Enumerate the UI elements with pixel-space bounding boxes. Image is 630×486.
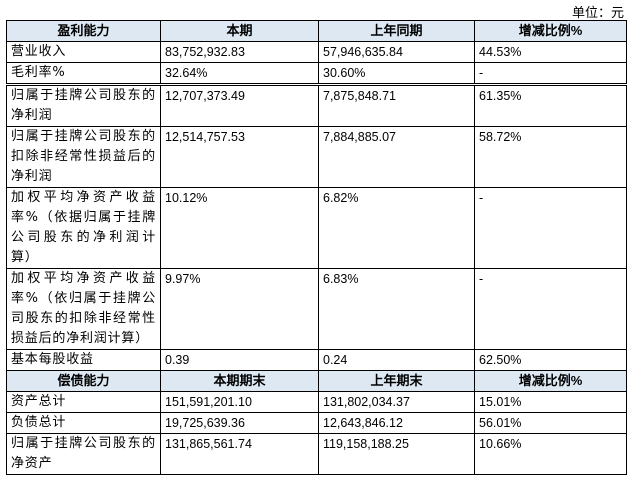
cell: 44.53% [474, 41, 627, 63]
cell: 0.24 [318, 349, 475, 371]
cell: 119,158,188.25 [318, 433, 475, 475]
cell: 6.83% [318, 268, 475, 350]
cell: 9.97% [160, 268, 319, 350]
cell: 7,884,885.07 [318, 126, 475, 188]
header-cell: 偿债能力 [6, 370, 161, 392]
financial-table: 盈利能力 本期 上年同期 增减比例% 营业收入 83,752,932.83 57,946,6… [6, 20, 627, 475]
cell: 83,752,932.83 [160, 41, 319, 63]
cell: 62.50% [474, 349, 627, 371]
row-label: 营业收入 [6, 41, 161, 63]
cell: 19,725,639.36 [160, 412, 319, 434]
row-label: 加权平均净资产收益率%（依据归属于挂牌公司股东的净利润计算） [6, 187, 161, 269]
cell: 57,946,635.84 [318, 41, 475, 63]
header-cell: 增减比例% [474, 370, 627, 392]
table-row: 营业收入 83,752,932.83 57,946,635.84 44.53% [6, 41, 627, 63]
unit-label: 单位：元 [571, 6, 624, 21]
table-row: 基本每股收益 0.39 0.24 62.50% [6, 349, 627, 371]
table-row: 加权平均净资产收益率%（依归属于挂牌公司股东的扣除非经常性损益后的净利润计算） 9… [6, 268, 627, 350]
cell: - [474, 268, 627, 350]
header-cell: 盈利能力 [6, 20, 161, 42]
table-row: 归属于挂牌公司股东的净资产 131,865,561.74 119,158,188.2… [6, 433, 627, 475]
row-label: 加权平均净资产收益率%（依归属于挂牌公司股东的扣除非经常性损益后的净利润计算） [6, 268, 161, 350]
table-row: 归属于挂牌公司股东的扣除非经常性损益后的净利润 12,514,757.53 7,88… [6, 126, 627, 188]
cell: 61.35% [474, 84, 627, 127]
cell: 131,802,034.37 [318, 391, 475, 413]
row-label: 资产总计 [6, 391, 161, 413]
row-label: 毛利率% [6, 62, 161, 86]
header-cell: 本期期末 [160, 370, 319, 392]
cell: - [474, 187, 627, 269]
header-cell: 本期 [160, 20, 319, 42]
header-cell: 上年同期 [318, 20, 475, 42]
header-row: 偿债能力 本期期末 上年期末 增减比例% [6, 370, 627, 392]
header-cell: 增减比例% [474, 20, 627, 42]
row-label: 基本每股收益 [6, 349, 161, 371]
cell: 6.82% [318, 187, 475, 269]
header-cell: 上年期末 [318, 370, 475, 392]
cell: 58.72% [474, 126, 627, 188]
cell: 151,591,201.10 [160, 391, 319, 413]
table-row: 加权平均净资产收益率%（依据归属于挂牌公司股东的净利润计算） 10.12% 6.82… [6, 187, 627, 269]
cell: 0.39 [160, 349, 319, 371]
table-row: 负债总计 19,725,639.36 12,643,846.12 56.01% [6, 412, 627, 434]
cell: 32.64% [160, 62, 319, 86]
cell: 15.01% [474, 391, 627, 413]
table-row: 归属于挂牌公司股东的净利润 12,707,373.49 7,875,848.71 61… [6, 84, 627, 127]
cell: 12,514,757.53 [160, 126, 319, 188]
row-label: 归属于挂牌公司股东的扣除非经常性损益后的净利润 [6, 126, 161, 188]
cell: 10.66% [474, 433, 627, 475]
table-row: 毛利率% 32.64% 30.60% - [6, 62, 627, 86]
cell: 10.12% [160, 187, 319, 269]
cell: 7,875,848.71 [318, 84, 475, 127]
row-label: 归属于挂牌公司股东的净利润 [6, 84, 161, 127]
table-row: 资产总计 151,591,201.10 131,802,034.37 15.01% [6, 391, 627, 413]
cell: 30.60% [318, 62, 475, 86]
header-row: 盈利能力 本期 上年同期 增减比例% [6, 20, 627, 42]
cell: 56.01% [474, 412, 627, 434]
row-label: 归属于挂牌公司股东的净资产 [6, 433, 161, 475]
cell: 131,865,561.74 [160, 433, 319, 475]
cell: 12,707,373.49 [160, 84, 319, 127]
row-label: 负债总计 [6, 412, 161, 434]
cell: 12,643,846.12 [318, 412, 475, 434]
cell: - [474, 62, 627, 86]
